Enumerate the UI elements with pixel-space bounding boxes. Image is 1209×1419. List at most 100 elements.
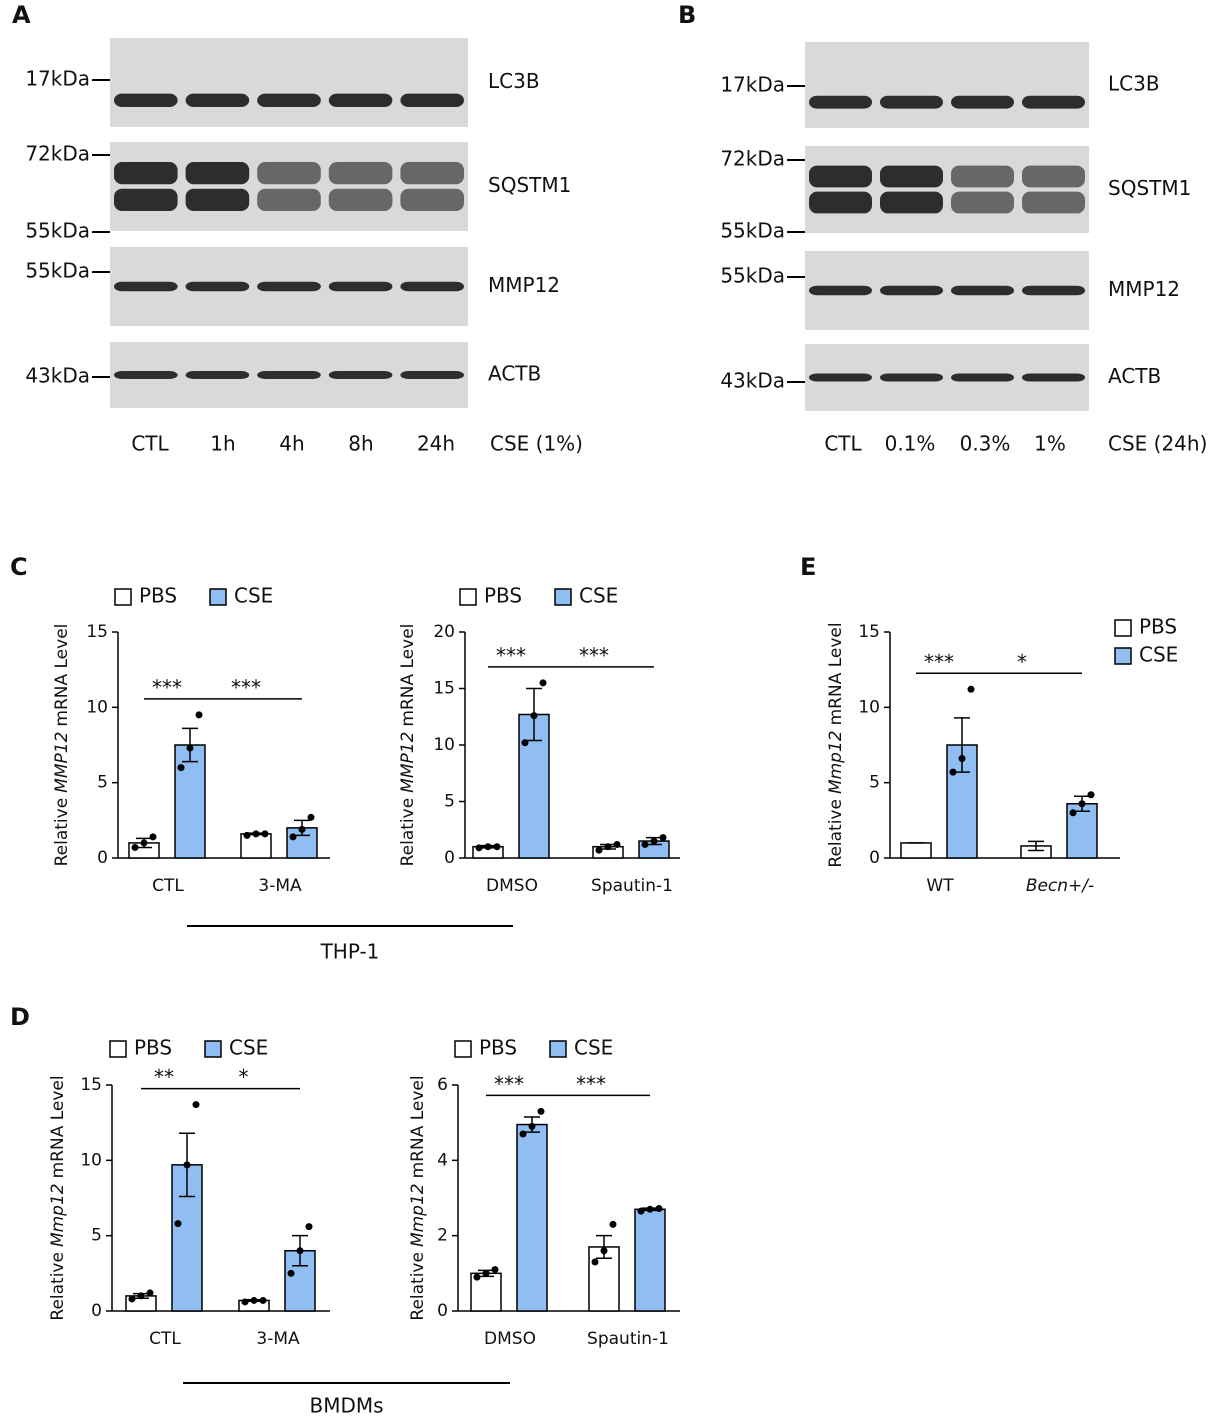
band [114, 281, 178, 292]
data-point [521, 739, 529, 747]
error-bar [954, 717, 970, 773]
band [328, 371, 393, 379]
y-label-part: mRNA Level [408, 1075, 428, 1178]
group-label: THP-1 [320, 940, 380, 964]
blot-row [110, 38, 468, 127]
protein-label: ACTB [488, 362, 541, 386]
x-tick-label: Spautin-1 [587, 1329, 669, 1349]
y-tick-label: 2 [437, 1226, 448, 1246]
bar [634, 1208, 666, 1312]
x-tick-label: DMSO [484, 1329, 536, 1349]
y-axis-label: Relative MMP12 mRNA Level [52, 624, 72, 867]
y-label-part: MMP12 [52, 732, 72, 793]
y-tick-label: 0 [869, 848, 880, 868]
significance-label: *** [924, 650, 954, 674]
data-point [595, 846, 603, 854]
data-point [307, 813, 315, 821]
legend-label: CSE [234, 584, 273, 608]
band [328, 162, 393, 185]
data-point [149, 833, 157, 841]
protein-label: ACTB [1108, 364, 1161, 388]
data-point [243, 831, 251, 839]
data-point [252, 830, 260, 838]
band [880, 165, 943, 188]
bar [240, 833, 272, 859]
significance-label: *** [576, 1072, 606, 1096]
marker-label: 55kDa [25, 259, 90, 283]
y-label-part: Mmp12 [48, 1183, 68, 1247]
data-point [519, 1130, 527, 1138]
bar [174, 744, 206, 859]
band [880, 95, 943, 109]
marker-label: 17kDa [25, 67, 90, 91]
data-point [604, 843, 612, 851]
data-point [491, 1266, 499, 1274]
y-label-part: Relative [408, 1252, 428, 1321]
legend-label: CSE [574, 1036, 613, 1060]
band [400, 281, 464, 292]
panel-label: B [678, 1, 696, 29]
band [257, 93, 321, 107]
data-point [650, 837, 658, 845]
x-tick-label: CTL [149, 1329, 181, 1349]
data-point [131, 843, 139, 851]
y-axis-label: Relative Mmp12 mRNA Level [48, 1075, 68, 1320]
band [1022, 191, 1085, 214]
protein-label: SQSTM1 [488, 173, 571, 197]
band [257, 162, 321, 185]
treatment-label: CSE (1%) [490, 432, 583, 456]
band [809, 191, 872, 214]
legend-swatch [1114, 647, 1132, 665]
group-label: BMDMs [309, 1394, 383, 1418]
y-tick-label: 0 [437, 1301, 448, 1321]
y-tick-label: 15 [433, 679, 455, 699]
data-point [967, 685, 975, 693]
legend-swatch [209, 588, 227, 606]
significance-label: * [1017, 650, 1027, 674]
y-tick-label: 10 [433, 735, 455, 755]
x-tick-label: CTL [152, 876, 184, 896]
band [1022, 95, 1085, 109]
data-point [600, 1247, 608, 1255]
lane-label: 24h [417, 432, 455, 456]
band [400, 188, 464, 211]
data-point [484, 843, 492, 851]
data-point [289, 833, 297, 841]
band [809, 165, 872, 188]
data-point [609, 1220, 617, 1228]
legend-label: PBS [134, 1036, 172, 1060]
marker-label: 55kDa [720, 219, 785, 243]
y-tick-label: 0 [444, 848, 455, 868]
data-point [539, 679, 547, 687]
bar [900, 842, 932, 859]
band [185, 93, 250, 107]
y-tick-label: 5 [91, 1226, 102, 1246]
lane-label: 1% [1034, 432, 1066, 456]
data-point [637, 1207, 645, 1215]
marker-label: 17kDa [720, 73, 785, 97]
y-tick-label: 10 [86, 697, 108, 717]
band [951, 191, 1014, 214]
significance-label: *** [579, 643, 609, 667]
y-label-part: mRNA Level [398, 624, 418, 727]
protein-label: MMP12 [1108, 277, 1180, 301]
data-point [537, 1107, 545, 1115]
data-point [146, 1289, 154, 1297]
y-tick-label: 5 [869, 773, 880, 793]
y-axis-label: Relative Mmp12 mRNA Level [826, 622, 846, 867]
protein-label: SQSTM1 [1108, 176, 1191, 200]
band [114, 93, 178, 107]
y-tick-label: 15 [858, 622, 880, 642]
data-point [659, 834, 667, 842]
data-point [528, 1122, 536, 1130]
data-point [305, 1223, 313, 1231]
data-point [591, 1258, 599, 1266]
protein-label: MMP12 [488, 273, 560, 297]
band [951, 165, 1014, 188]
y-label-part: Relative [826, 799, 846, 868]
y-label-part: Relative [48, 1252, 68, 1321]
panel-label: D [10, 1003, 30, 1031]
band [400, 93, 464, 107]
band [880, 373, 943, 382]
lane-label: 8h [348, 432, 373, 456]
